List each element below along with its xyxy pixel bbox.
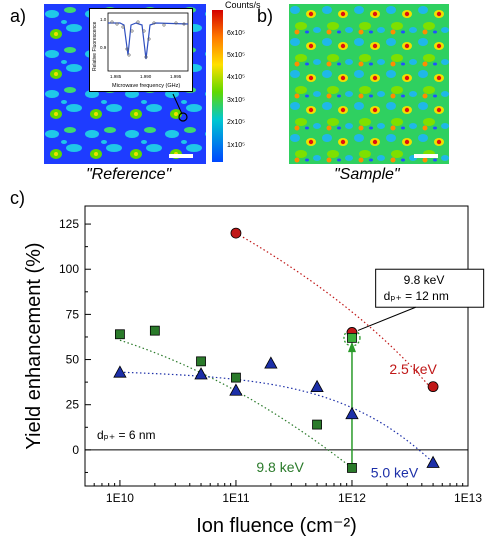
data-point-5-0kev <box>229 383 243 396</box>
y-tick-label: 0 <box>72 443 79 457</box>
colorbar-title: Counts/s <box>225 0 261 10</box>
data-point-5-0kev <box>264 356 278 369</box>
inset-ytick-1: 1.0 <box>100 17 107 22</box>
trend-line <box>119 339 353 469</box>
scale-bar <box>169 154 193 158</box>
data-point-2-5kev <box>230 227 242 239</box>
odmr-inset: Relative Fluorescence 1.0 0.9 1.985 1.99… <box>89 8 193 92</box>
inset-xtick-2: 1.990 <box>140 74 152 79</box>
inset-y-label: Relative Fluorescence <box>92 21 98 71</box>
y-tick-label: 100 <box>59 262 79 276</box>
colorbar-tick-1: 1x10⁵ <box>227 142 246 149</box>
scale-bar <box>414 154 438 158</box>
sample-caption: "Sample" <box>334 166 400 183</box>
colorbar-tick-3: 3x10⁵ <box>227 97 246 104</box>
x-tick-label: 1E11 <box>222 491 249 505</box>
x-tick-label: 1E13 <box>454 491 482 505</box>
colorbar <box>212 10 223 162</box>
yield-enhancement-chart: 0 25 50 75 100 125 1E10 1E11 1E12 1E13 Yield enha… <box>23 205 485 537</box>
data-point-5-0kev <box>310 379 324 393</box>
data-point-9-8kev <box>149 325 160 336</box>
inset-xtick-3: 1.995 <box>170 74 182 79</box>
callout-energy: 9.8 keV <box>404 273 445 287</box>
trend-line <box>235 232 434 392</box>
trend-line <box>119 371 434 463</box>
data-point-5-0kev <box>426 455 440 468</box>
data-point-9-8kev <box>196 356 206 367</box>
data-point-5-0kev <box>345 406 359 420</box>
data-point-9-8kev <box>231 372 241 383</box>
series-label-9-8kev: 9.8 keV <box>256 459 304 475</box>
x-tick-label: 1E12 <box>338 491 366 505</box>
data-point-9-8kev <box>347 463 357 473</box>
colorbar-tick-2: 2x10⁵ <box>227 119 246 126</box>
measurement-spot-marker <box>178 112 188 122</box>
callout-box: 9.8 keV dₚ₊ = 12 nm <box>357 268 485 331</box>
arrow-head <box>347 341 356 353</box>
series-label-2-5kev: 2.5 keV <box>389 361 437 377</box>
panel-label-b: b) <box>257 6 274 26</box>
spacing-label-6nm: dₚ₊ = 6 nm <box>97 428 156 442</box>
reference-caption: "Reference" <box>86 166 172 183</box>
data-point-highlight <box>347 332 357 343</box>
plot-frame <box>84 205 469 487</box>
data-point-9-8kev <box>115 329 125 340</box>
sample-fluorescence-map <box>289 4 449 164</box>
data-point-5-0kev <box>194 367 208 380</box>
data-point-9-8kev <box>312 419 322 430</box>
x-tick-label: 1E10 <box>106 491 134 505</box>
colorbar-tick-5: 5x10⁵ <box>227 52 246 59</box>
colorbar-tick-6: 6x10⁵ <box>227 30 246 37</box>
y-tick-label: 125 <box>59 217 79 231</box>
odmr-spectrum-plot: Relative Fluorescence 1.0 0.9 1.985 1.99… <box>92 12 189 89</box>
y-tick-label: 50 <box>66 353 80 367</box>
callout-spacing: dₚ₊ = 12 nm <box>384 289 449 303</box>
panel-label-a: a) <box>10 6 27 26</box>
data-point-2-5kev <box>427 381 439 393</box>
colorbar-tick-4: 4x10⁵ <box>227 74 246 81</box>
data-point-5-0kev <box>113 365 127 378</box>
y-tick-label: 25 <box>66 398 80 412</box>
panel-label-c: c) <box>10 188 25 208</box>
inset-xtick-1: 1.985 <box>110 74 122 79</box>
x-axis-label: Ion fluence (cm⁻²) <box>196 515 357 537</box>
inset-ytick-2: 0.9 <box>100 45 107 50</box>
series-label-5-0kev: 5.0 keV <box>371 464 419 480</box>
inset-x-label: Microwave frequency (GHz) <box>112 83 180 89</box>
y-axis-label: Yield enhancement (%) <box>23 242 45 449</box>
y-tick-label: 75 <box>66 307 80 321</box>
